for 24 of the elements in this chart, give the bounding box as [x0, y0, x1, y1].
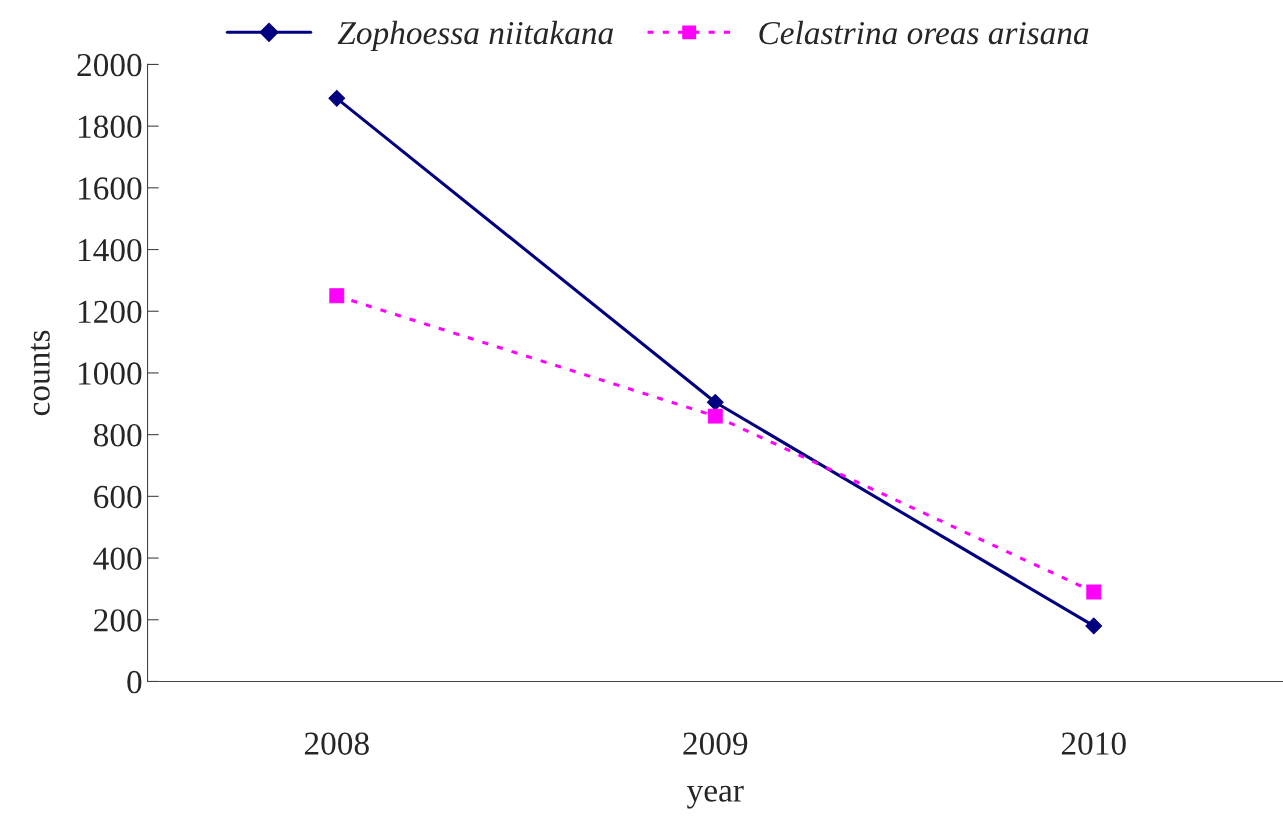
y-tick-label: 1200 — [78, 300, 142, 324]
legend-label: Celastrina oreas arisana — [759, 20, 1089, 45]
y-tick-label: 800 — [93, 424, 142, 447]
y-tick-label: 200 — [94, 609, 142, 632]
point — [1086, 584, 1102, 600]
y-tick-label: 600 — [94, 485, 142, 509]
x-tick-label: 2008 — [304, 732, 369, 755]
y-tick-label: 1600 — [78, 177, 142, 200]
y-tick-label: 1000 — [78, 362, 142, 385]
y-tick-label: 0 — [127, 670, 142, 694]
point — [706, 393, 724, 411]
x-tick-label: 2010 — [1061, 732, 1126, 755]
legend-label: Zophoessa niitakana — [337, 20, 613, 52]
y-axis-title: counts — [30, 330, 50, 416]
point — [707, 408, 723, 424]
point — [1085, 617, 1103, 635]
y-tick-label: 400 — [93, 547, 142, 570]
x-axis-title: year — [687, 785, 744, 809]
point — [329, 288, 345, 304]
y-tick-label: 2000 — [77, 53, 142, 77]
x-tick-label: 2009 — [683, 732, 748, 755]
y-tick-label: 1800 — [78, 115, 142, 139]
y-tick-label: 1400 — [78, 238, 142, 262]
point — [328, 89, 346, 107]
